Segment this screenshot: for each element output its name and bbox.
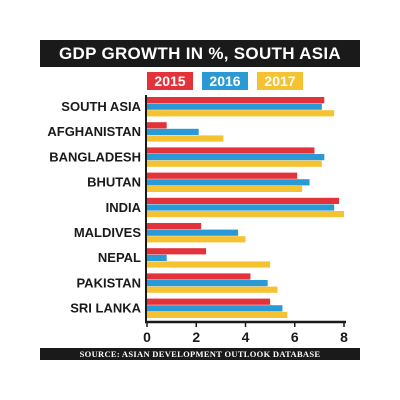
bar-2017: [147, 286, 278, 293]
category-label: BANGLADESH: [49, 149, 141, 164]
bar-2017: [147, 236, 246, 243]
bar-2017: [147, 135, 224, 142]
legend-item-2015: 2015: [147, 72, 193, 90]
x-tick-label: 2: [192, 329, 200, 345]
bar-2017: [147, 160, 322, 167]
bar-2017: [147, 211, 344, 218]
chart-frame: GDP GROWTH IN %, SOUTH ASIA 2015 2016 2017…: [40, 40, 360, 360]
x-tick-label: 0: [143, 329, 151, 345]
bar-2015: [147, 298, 271, 305]
category-label: SOUTH ASIA: [61, 99, 141, 114]
legend: 2015 2016 2017: [40, 72, 360, 90]
category-label: BHUTAN: [87, 175, 141, 190]
bar-2016: [147, 103, 322, 110]
legend-item-2016: 2016: [202, 72, 248, 90]
bar-2016: [147, 204, 335, 211]
bar-2016: [147, 280, 268, 287]
chart-title: GDP GROWTH IN %, SOUTH ASIA: [40, 40, 360, 67]
bar-2015: [147, 122, 167, 129]
bar-2015: [147, 273, 251, 280]
bar-2015: [147, 197, 340, 204]
category-label: AFGHANISTAN: [47, 124, 141, 139]
bar-2015: [147, 97, 325, 104]
bar-2016: [147, 305, 283, 312]
bar-2017: [147, 185, 303, 192]
category-label: MALDIVES: [74, 225, 142, 240]
category-label: NEPAL: [98, 250, 141, 265]
bar-2016: [147, 229, 239, 236]
chart-plot: SOUTH ASIA AFGHANISTAN BANGLADESH BHUTAN IND…: [47, 95, 348, 345]
x-tick-label: 6: [291, 329, 299, 345]
bar-2016: [147, 154, 325, 161]
bar-2015: [147, 223, 202, 230]
bar-2015: [147, 147, 315, 154]
x-tick-label: 8: [340, 329, 348, 345]
bar-2015: [147, 248, 207, 255]
category-label: SRI LANKA: [70, 301, 141, 316]
bar-2016: [147, 179, 310, 186]
x-tick-label: 4: [242, 329, 250, 345]
bar-2017: [147, 110, 335, 117]
source-note: SOURCE: ASIAN DEVELOPMENT OUTLOOK DATABA…: [40, 348, 360, 360]
category-label: PAKISTAN: [76, 275, 141, 290]
bar-2017: [147, 261, 271, 268]
bar-2016: [147, 254, 167, 261]
bar-2016: [147, 128, 199, 135]
bar-2017: [147, 311, 288, 318]
category-label: INDIA: [106, 200, 142, 215]
bar-2015: [147, 172, 298, 179]
legend-item-2017: 2017: [257, 72, 303, 90]
